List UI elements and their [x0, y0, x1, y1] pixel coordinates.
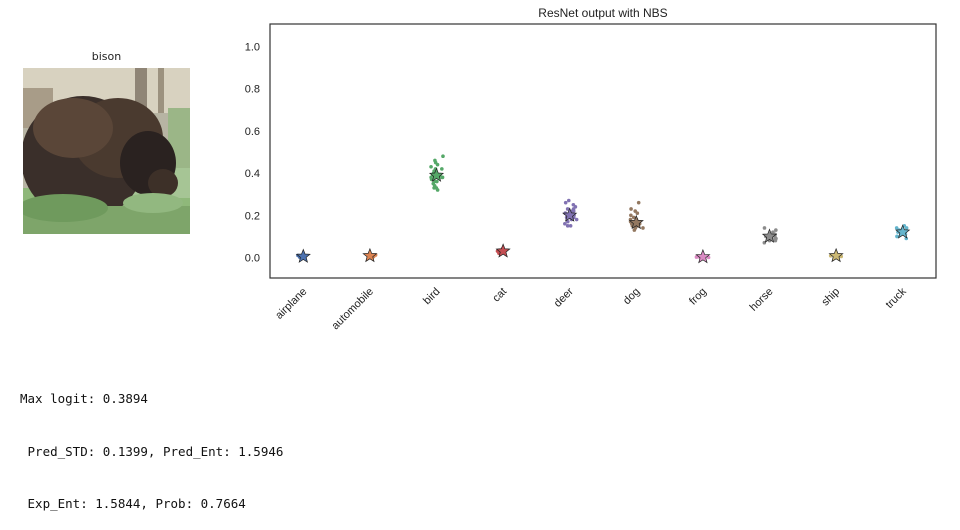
sample-point	[629, 207, 633, 211]
sample-point	[895, 234, 899, 239]
sample-point	[641, 226, 645, 230]
sample-point	[632, 228, 637, 232]
sample-point	[636, 200, 641, 205]
x-tick-label: airplane	[273, 286, 309, 322]
sample-point	[762, 226, 767, 230]
sample-point	[440, 167, 444, 171]
prediction-star	[628, 214, 644, 230]
chart: ResNet output with NBS 0.0 0.2 0.4 0.6 0.8 1.…	[245, 6, 937, 333]
sample-point	[629, 213, 633, 218]
y-tick-label: 0.6	[245, 126, 260, 138]
x-tick-label: ship	[819, 286, 842, 309]
y-tick-label: 0.4	[245, 168, 260, 180]
prediction-star	[362, 247, 378, 263]
sample-point	[440, 175, 444, 180]
x-tick-label: bird	[421, 286, 442, 307]
sample-point	[435, 179, 439, 184]
sample-point	[441, 154, 445, 159]
sample-point	[435, 188, 440, 192]
stats-line-3: Exp_Ent: 1.5844, Prob: 0.7664	[20, 496, 246, 511]
prediction-star	[828, 247, 844, 263]
sample-point	[568, 224, 573, 228]
bison-image	[23, 68, 190, 234]
sample-point	[565, 207, 570, 211]
sample-point	[563, 221, 567, 226]
sample-point	[894, 226, 899, 230]
sample-point	[565, 224, 570, 228]
prediction-star	[695, 248, 711, 264]
stats-panel: Max logit: 0.3894 Pred_STD: 0.1399, Pred…	[20, 355, 283, 530]
x-tick-label: deer	[552, 285, 576, 309]
sample-point	[635, 211, 640, 215]
y-tick-label: 0.2	[245, 210, 260, 222]
sample-point	[435, 162, 440, 167]
prediction-star	[761, 228, 778, 243]
x-tick-label: frog	[687, 286, 709, 308]
chart-title: ResNet output with NBS	[538, 6, 667, 20]
x-tick-label: truck	[883, 285, 909, 311]
prediction-star	[495, 243, 511, 258]
sample-point	[904, 226, 909, 230]
x-tick-label: automobile	[329, 286, 376, 333]
sample-point	[432, 186, 436, 190]
sample-point	[773, 238, 778, 243]
y-tick-label: 1.0	[245, 42, 260, 54]
sample-point	[774, 228, 778, 232]
x-tick-label: dog	[621, 286, 642, 307]
prediction-star	[428, 167, 445, 182]
y-tick-label: 0.0	[245, 253, 260, 265]
sample-point	[574, 217, 579, 222]
x-tick-label: cat	[490, 286, 509, 305]
prediction-star	[295, 248, 311, 263]
plot-area	[269, 23, 937, 279]
stats-line-2: Pred_STD: 0.1399, Pred_Ent: 1.5946	[20, 443, 284, 459]
sample-point	[571, 209, 576, 213]
prediction-star	[562, 207, 578, 222]
image-title: bison	[91, 50, 122, 63]
x-tick-label: horse	[748, 286, 776, 314]
sample-point	[566, 198, 571, 203]
sample-point	[563, 200, 568, 205]
y-tick-label: 0.8	[245, 84, 260, 96]
sample-point	[565, 219, 570, 224]
sample-point	[631, 215, 636, 220]
stats-line-1: Max logit: 0.3894	[20, 391, 148, 406]
prediction-star	[895, 224, 911, 239]
sample-point	[429, 164, 433, 169]
sample-point	[904, 236, 909, 241]
